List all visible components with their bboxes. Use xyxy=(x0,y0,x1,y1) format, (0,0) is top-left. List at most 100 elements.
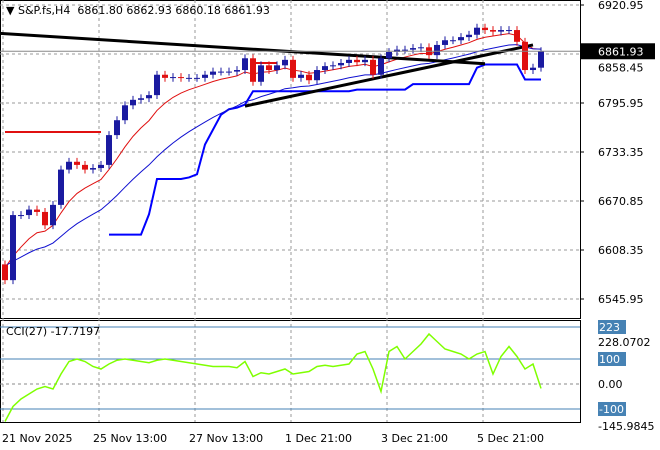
candle-body xyxy=(306,74,312,81)
candle-body xyxy=(178,77,184,79)
trendline xyxy=(244,43,534,108)
candle-body xyxy=(218,71,224,73)
symbol-label: S&P.fs,H4 xyxy=(17,4,71,17)
collapse-triangle-icon[interactable]: ▼ xyxy=(6,4,18,17)
ohlc-low: 6860.18 xyxy=(175,4,221,17)
y-tick-label: 6920.95 xyxy=(598,0,644,12)
candle-body xyxy=(98,164,104,169)
ohlc-high: 6862.93 xyxy=(126,4,172,17)
candle-body xyxy=(274,65,280,71)
x-tick-label: 5 Dec 21:00 xyxy=(477,432,544,445)
candle-body xyxy=(514,30,520,42)
cci-level-label: 100 xyxy=(599,353,620,366)
candle-body xyxy=(530,67,536,71)
candle-body xyxy=(298,74,304,78)
candle-body xyxy=(538,51,544,68)
cci-zero-label: 0.00 xyxy=(598,378,623,391)
candle-body xyxy=(42,211,48,226)
candle-body xyxy=(482,27,488,31)
candle-body xyxy=(378,58,384,75)
candle-body xyxy=(114,120,120,136)
candle-body xyxy=(266,65,272,71)
cci-title: CCI(27) -17.7197 xyxy=(6,325,100,338)
candle-body xyxy=(322,66,328,71)
candle-body xyxy=(506,30,512,32)
candle-body xyxy=(434,44,440,56)
candle-body xyxy=(242,58,248,71)
current-price-label: 6861.93 xyxy=(598,45,644,58)
candle-body xyxy=(202,74,208,78)
candle-body xyxy=(362,59,368,63)
candle-body xyxy=(18,215,24,217)
candle-body xyxy=(290,59,296,78)
cci-line xyxy=(4,332,542,422)
y-tick-label: 6795.95 xyxy=(598,97,644,110)
current-price-badge xyxy=(581,43,655,60)
y-tick-label: 6670.85 xyxy=(598,195,644,208)
candle-body xyxy=(82,164,88,170)
candle-body xyxy=(122,105,128,121)
ohlc-close: 6861.93 xyxy=(224,4,270,17)
y-tick-label: 6608.35 xyxy=(598,244,644,257)
cci-level-badge xyxy=(598,402,626,416)
candle-body xyxy=(2,264,8,281)
x-tick-label: 27 Nov 13:00 xyxy=(189,432,263,445)
trendline xyxy=(0,31,486,66)
candle-body xyxy=(346,59,352,63)
candle-body xyxy=(490,30,496,32)
candle-body xyxy=(442,40,448,45)
candle-body xyxy=(162,74,168,78)
candle-body xyxy=(450,40,456,42)
candle-body xyxy=(138,98,144,100)
candle-body xyxy=(34,209,40,212)
candle-body xyxy=(130,99,136,106)
x-tick-label: 3 Dec 21:00 xyxy=(381,432,448,445)
candle-body xyxy=(250,58,256,82)
candle-body xyxy=(50,204,56,226)
candle-body xyxy=(402,49,408,51)
candle-body xyxy=(226,71,232,73)
candle-body xyxy=(154,74,160,96)
candle-body xyxy=(186,77,192,79)
x-tick-label: 25 Nov 13:00 xyxy=(93,432,167,445)
candle-body xyxy=(314,70,320,81)
chart-header: ▼ S&P.fs,H4 6861.80 6862.93 6860.18 6861… xyxy=(6,4,270,17)
candle-body xyxy=(170,77,176,79)
cci-level-badge xyxy=(598,320,626,334)
candle-body xyxy=(386,52,392,59)
cci-level-label: -100 xyxy=(599,403,624,416)
candle-body xyxy=(90,168,96,170)
candle-body xyxy=(234,70,240,72)
candle-body xyxy=(466,34,472,38)
candle-body xyxy=(410,48,416,50)
candle-body xyxy=(282,59,288,66)
candle-body xyxy=(210,71,216,75)
candle-body xyxy=(74,161,80,165)
candle-body xyxy=(330,65,336,67)
candle-body xyxy=(522,41,528,71)
candle-body xyxy=(370,59,376,75)
cci-max-label: 228.0702 xyxy=(598,336,651,349)
ema-fast-line xyxy=(4,33,542,269)
ohlc-open: 6861.80 xyxy=(77,4,123,17)
cci-level-label: 223 xyxy=(599,321,620,334)
candle-body xyxy=(418,47,424,49)
candle-body xyxy=(66,161,72,170)
cci-min-label: -145.9845 xyxy=(598,420,654,433)
ema-slow-line xyxy=(4,44,542,267)
y-tick-label: 6545.95 xyxy=(598,293,644,306)
candle-body xyxy=(58,169,64,205)
candle-body xyxy=(458,37,464,41)
candle-body xyxy=(498,30,504,32)
candle-body xyxy=(474,27,480,35)
candle-body xyxy=(10,215,16,281)
y-tick-label: 6858.45 xyxy=(598,61,644,74)
cci-level-badge xyxy=(598,352,626,366)
x-tick-label: 1 Dec 21:00 xyxy=(285,432,352,445)
candle-body xyxy=(338,62,344,66)
candle-body xyxy=(194,77,200,79)
channel-low-line xyxy=(109,63,541,236)
candle-body xyxy=(26,209,32,216)
